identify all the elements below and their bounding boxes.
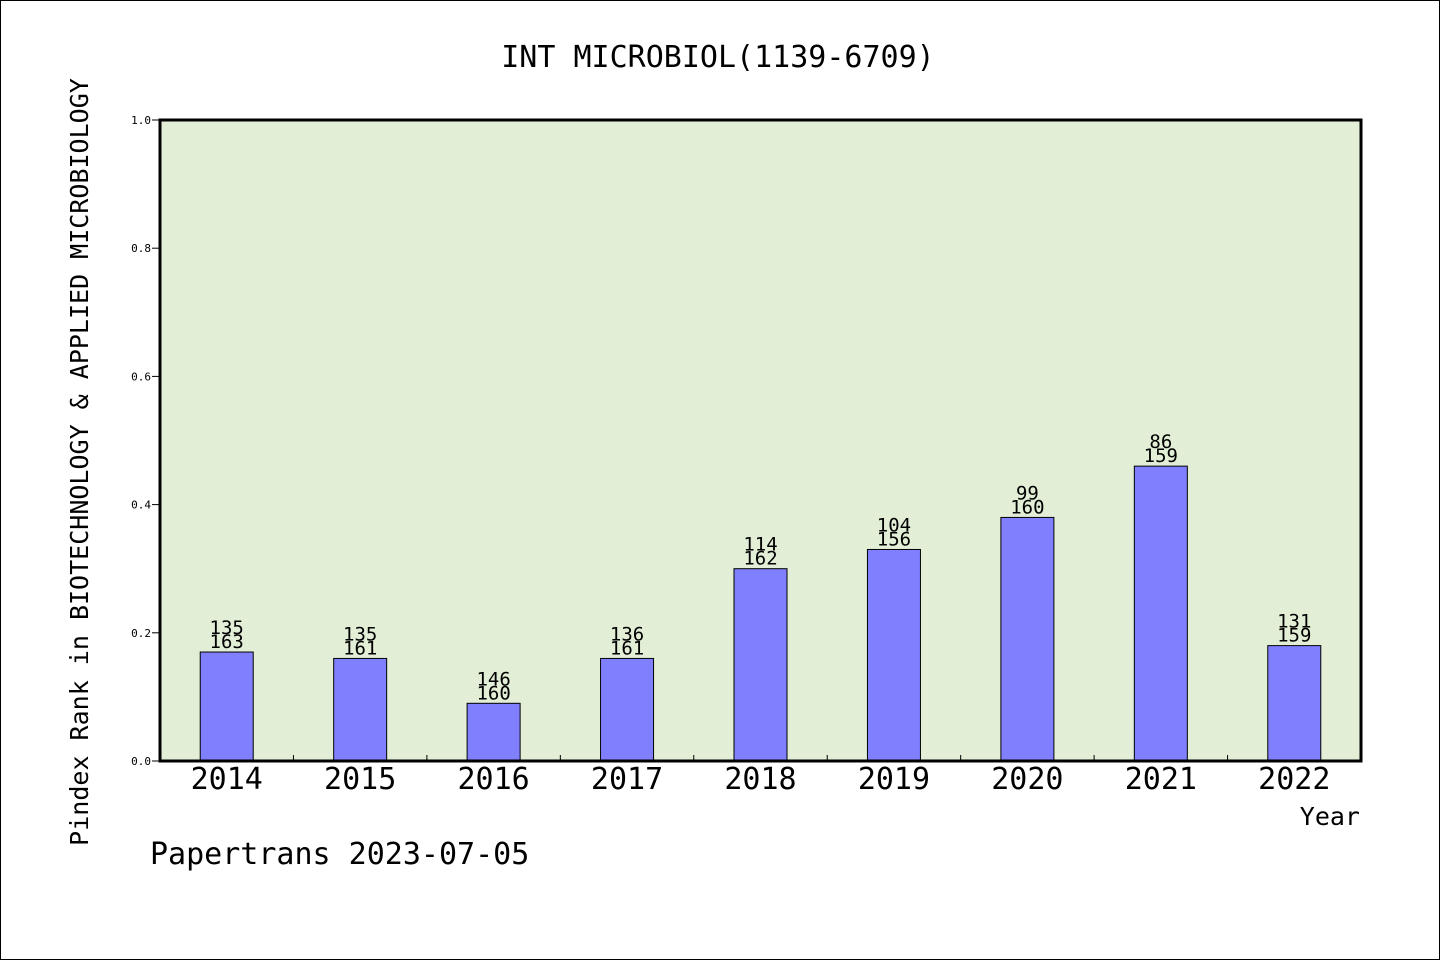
x-tick-label: 2019 bbox=[858, 762, 930, 797]
y-tick-label: 0.0 bbox=[131, 755, 151, 768]
bar-2017 bbox=[600, 657, 655, 762]
x-tick-label: 2014 bbox=[191, 762, 263, 797]
x-tick-label: 2016 bbox=[457, 762, 529, 797]
y-tick-label: 0.6 bbox=[131, 370, 151, 383]
total-label: 159 bbox=[1144, 445, 1178, 467]
rank-label: 104 bbox=[877, 514, 911, 536]
rank-label: 135 bbox=[343, 623, 377, 645]
total-label: 163 bbox=[210, 631, 244, 653]
y-tick-label: 0.2 bbox=[131, 627, 151, 640]
plot-border bbox=[158, 118, 1363, 763]
bar-2022 bbox=[1267, 645, 1322, 762]
rank-label: 86 bbox=[1149, 431, 1172, 453]
bar-2015 bbox=[333, 657, 388, 762]
rank-label: 146 bbox=[476, 668, 510, 690]
y-axis: 0.0 0.2 0.4 0.6 0.8 1.0 bbox=[131, 114, 160, 768]
y-tick-label: 0.4 bbox=[131, 499, 151, 512]
bars bbox=[199, 465, 1322, 762]
y-tick-label: 1.0 bbox=[131, 114, 151, 127]
rank-label: 114 bbox=[743, 534, 777, 556]
footer-text: Papertrans 2023-07-05 bbox=[150, 837, 529, 872]
chart-title: INT MICROBIOL(1139-6709) bbox=[501, 40, 934, 75]
total-label: 161 bbox=[343, 637, 377, 659]
x-axis-label: Year bbox=[1300, 802, 1360, 831]
rank-label: 136 bbox=[610, 623, 644, 645]
bar-2020 bbox=[1000, 516, 1055, 762]
rank-label: 99 bbox=[1016, 482, 1039, 504]
bar-2018 bbox=[733, 568, 788, 762]
x-tick-label: 2021 bbox=[1125, 762, 1197, 797]
y-tick-label: 0.8 bbox=[131, 242, 151, 255]
total-label: 162 bbox=[743, 548, 777, 570]
total-label: 161 bbox=[610, 637, 644, 659]
rank-label: 131 bbox=[1277, 611, 1311, 633]
bar-2014 bbox=[199, 651, 254, 762]
x-axis: 2014 2015 2016 2017 2018 2019 2020 2021 2022 bbox=[191, 755, 1330, 797]
x-tick-label: 2015 bbox=[324, 762, 396, 797]
total-label: 160 bbox=[476, 682, 510, 704]
total-label: 159 bbox=[1277, 625, 1311, 647]
rank-label: 135 bbox=[210, 617, 244, 639]
bar-2021 bbox=[1133, 465, 1188, 762]
x-tick-label: 2022 bbox=[1258, 762, 1330, 797]
x-tick-label: 2017 bbox=[591, 762, 663, 797]
total-label: 160 bbox=[1010, 496, 1044, 518]
x-tick-label: 2020 bbox=[991, 762, 1063, 797]
total-label: 156 bbox=[877, 528, 911, 550]
y-axis-label: Pindex Rank in BIOTECHNOLOGY & APPLIED M… bbox=[65, 78, 94, 846]
bar-2016 bbox=[466, 702, 521, 762]
x-tick-label: 2018 bbox=[724, 762, 796, 797]
bar-2019 bbox=[866, 548, 921, 762]
